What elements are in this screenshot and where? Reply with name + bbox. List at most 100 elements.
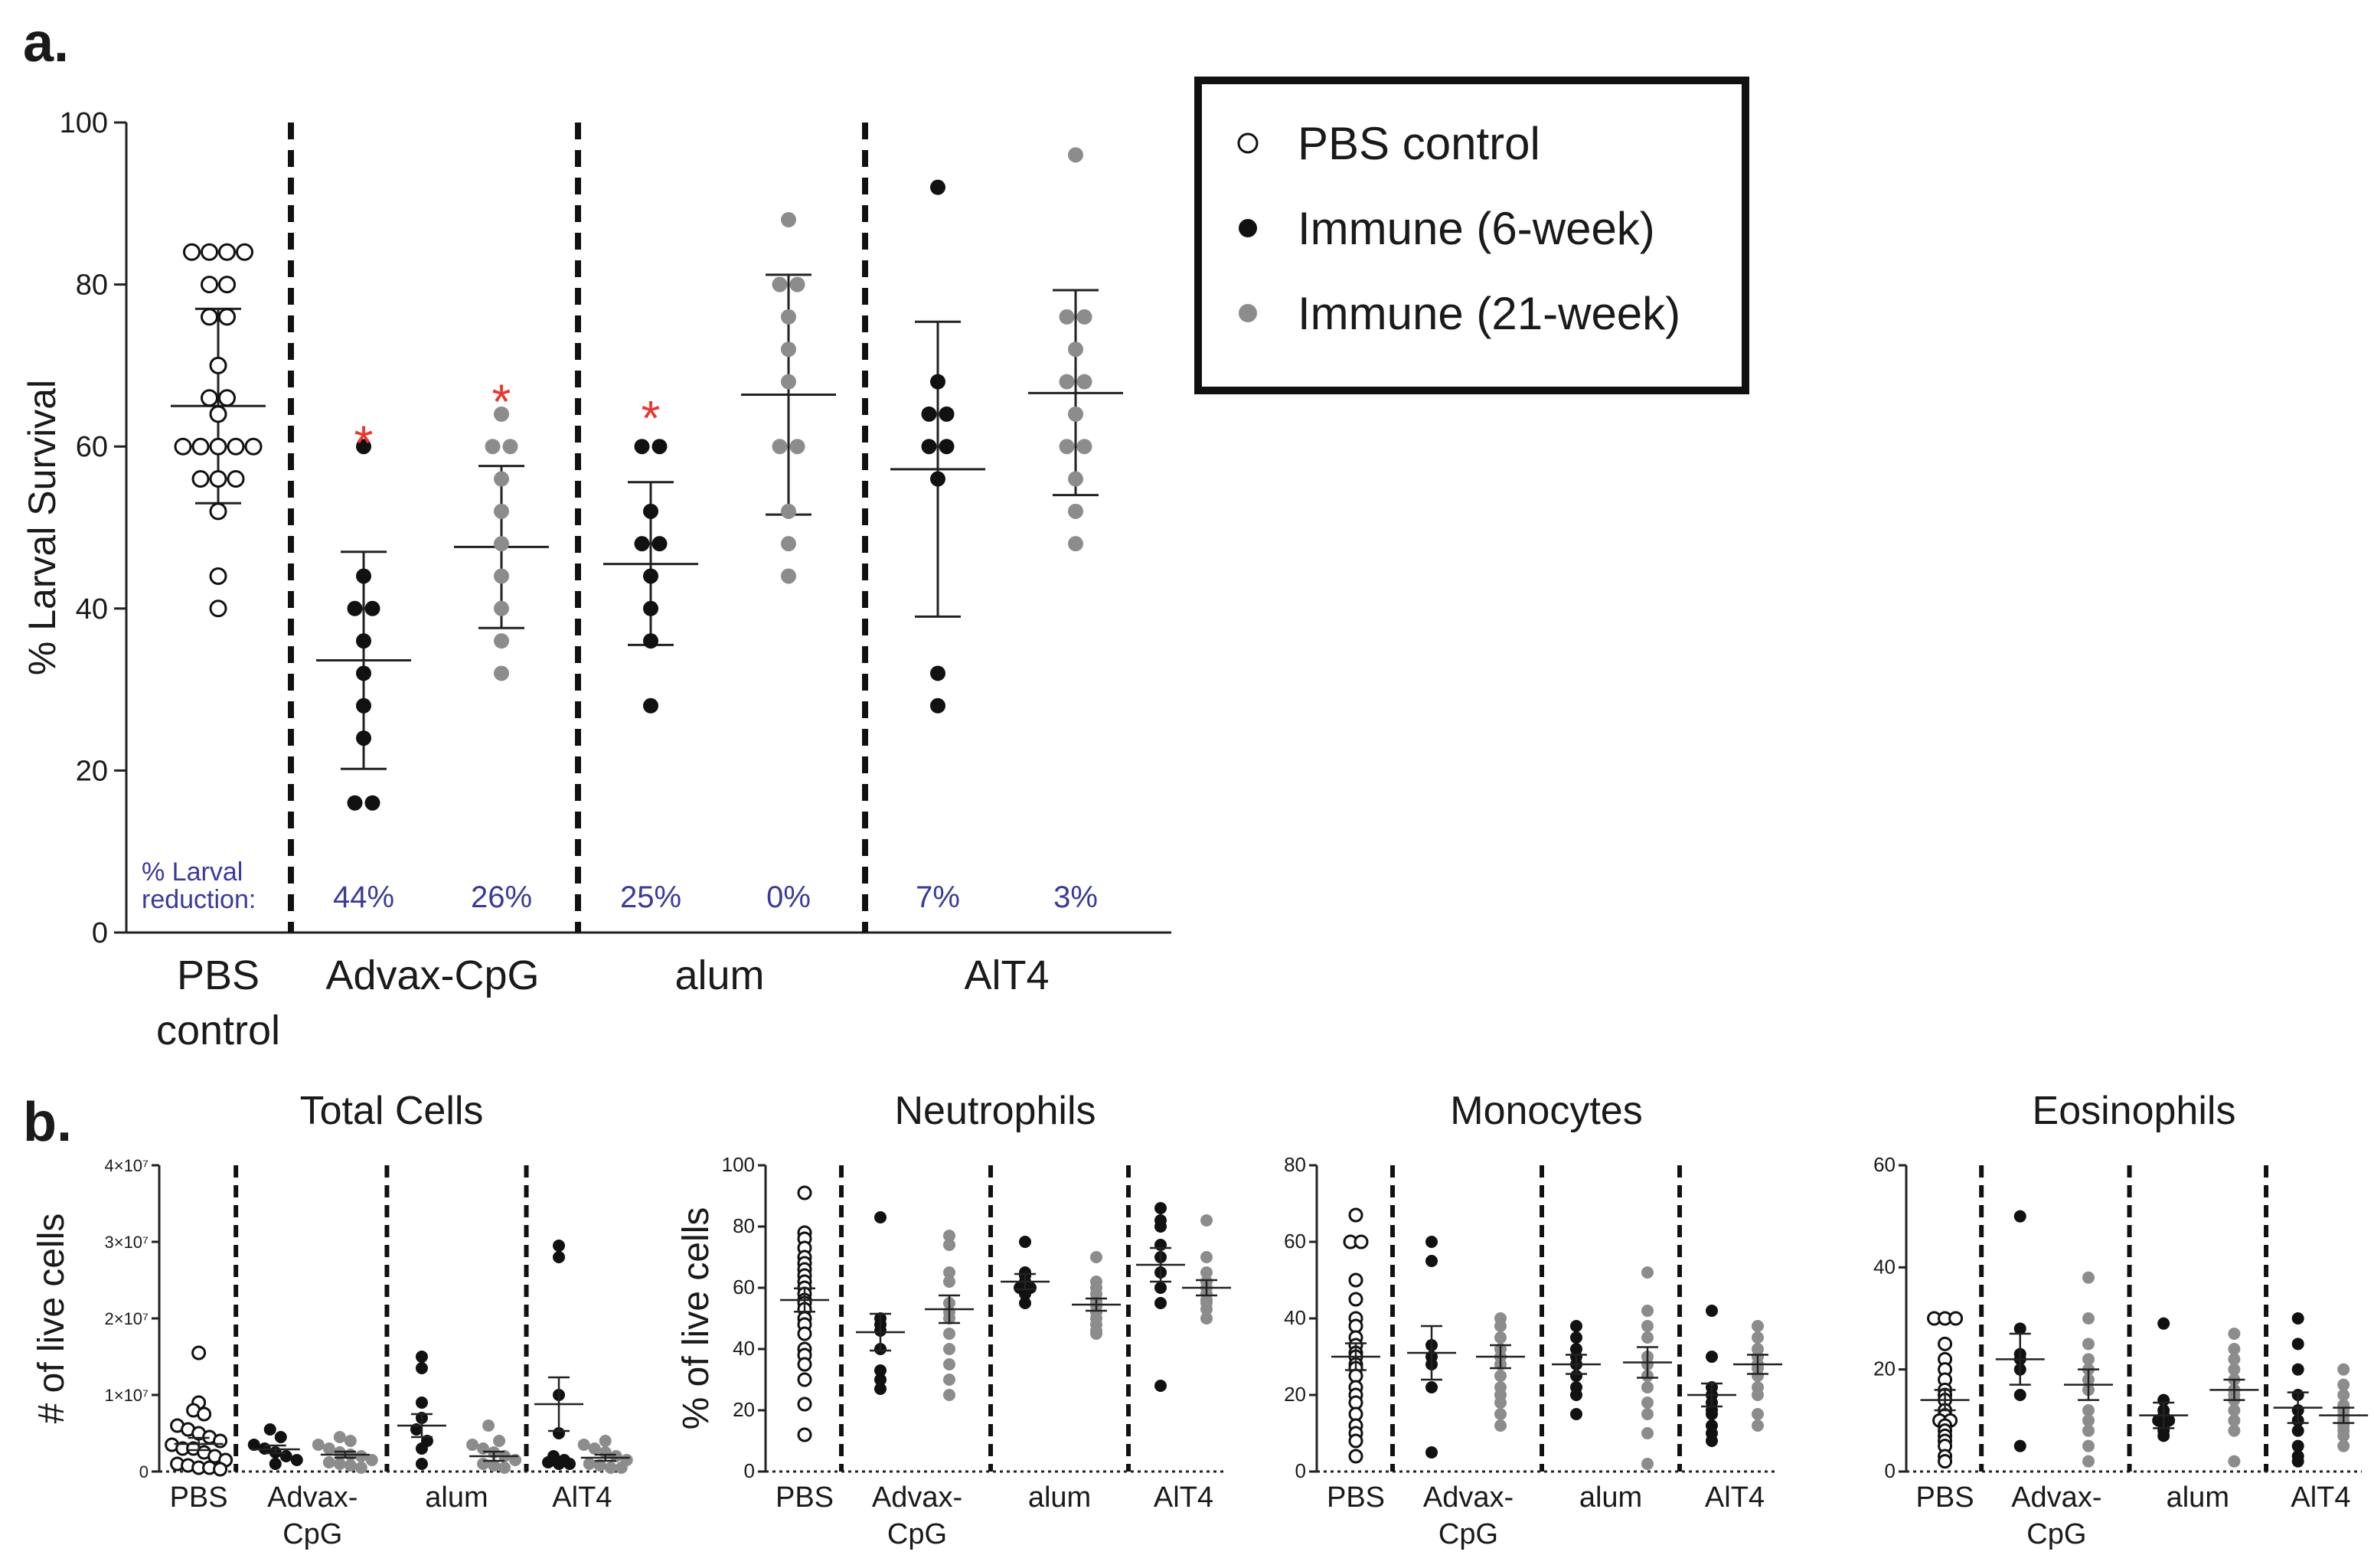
y-tick-label: 80 <box>1284 1153 1306 1176</box>
data-point <box>553 1458 566 1470</box>
data-point <box>2291 1312 2304 1325</box>
data-point <box>201 308 218 326</box>
data-point <box>2337 1363 2350 1376</box>
data-point <box>312 1439 325 1451</box>
data-point <box>1019 1297 1031 1309</box>
data-point <box>1494 1408 1507 1420</box>
data-point <box>1019 1288 1031 1300</box>
data-point <box>2082 1414 2095 1427</box>
data-point <box>1570 1370 1582 1382</box>
legend-label-week21: Immune (21-week) <box>1298 288 1680 339</box>
data-point <box>1068 341 1083 358</box>
data-point <box>290 1454 303 1466</box>
data-point <box>2013 1439 2026 1452</box>
data-point <box>191 470 210 488</box>
y-tick-label: 0 <box>1885 1459 1896 1482</box>
data-point <box>1752 1320 1764 1332</box>
data-point <box>344 1435 357 1447</box>
y-tick-label: 60 <box>733 1276 755 1298</box>
data-point <box>781 536 796 552</box>
data-point <box>1752 1370 1764 1382</box>
legend: PBS control Immune (6-week) Immune (21-wee… <box>1194 77 1749 394</box>
data-point <box>502 439 518 455</box>
data-point <box>797 1427 812 1442</box>
data-point <box>2228 1455 2241 1468</box>
chart-title: Eosinophils <box>2033 1089 2236 1133</box>
data-point <box>218 389 236 407</box>
data-point <box>494 503 509 519</box>
data-point <box>2082 1312 2095 1325</box>
data-point <box>2337 1429 2350 1442</box>
group-label: CpG <box>2026 1518 2086 1550</box>
reduction-value: 0% <box>766 880 811 914</box>
legend-marker-week6 <box>1239 219 1257 237</box>
data-point <box>415 1396 428 1409</box>
data-point <box>209 567 227 585</box>
data-point <box>599 1435 612 1447</box>
chart-title: Neutrophils <box>894 1089 1096 1133</box>
data-point <box>415 1362 428 1374</box>
y-tick-label: 1×10⁷ <box>104 1386 149 1405</box>
panel-a-label: a. <box>23 12 69 74</box>
data-point <box>364 795 380 811</box>
data-point <box>781 211 796 227</box>
y-tick-label: 100 <box>60 107 108 139</box>
data-point <box>615 1462 628 1474</box>
data-point <box>609 1450 622 1462</box>
data-point <box>553 1240 566 1252</box>
data-point <box>269 1458 282 1470</box>
data-point <box>1570 1408 1582 1420</box>
data-point <box>593 1459 606 1472</box>
data-point <box>1154 1297 1167 1309</box>
data-point <box>466 1439 479 1451</box>
data-point <box>1154 1380 1167 1392</box>
y-tick-label: 40 <box>1284 1306 1306 1329</box>
data-point <box>494 406 509 422</box>
data-point <box>874 1211 887 1223</box>
data-point <box>364 600 380 616</box>
data-point <box>356 730 371 746</box>
data-point <box>634 536 650 552</box>
data-point <box>279 1450 292 1462</box>
data-point <box>1200 1312 1213 1325</box>
data-point <box>1706 1435 1718 1447</box>
legend-marker-pbs <box>1237 132 1259 154</box>
reduction-value: 44% <box>333 880 394 914</box>
data-point <box>2082 1455 2095 1468</box>
y-tick-label: 40 <box>733 1337 755 1360</box>
data-point <box>201 243 218 261</box>
group-label: alum <box>2167 1481 2229 1514</box>
data-point <box>2291 1455 2304 1468</box>
data-point <box>1200 1266 1213 1279</box>
data-point <box>2291 1424 2304 1437</box>
data-point <box>930 374 945 390</box>
data-point <box>1019 1236 1031 1248</box>
data-point <box>213 1462 228 1477</box>
data-point <box>1059 374 1075 390</box>
group-label: Advax- <box>267 1481 358 1514</box>
data-point <box>921 406 937 422</box>
reduction-label: % Larval <box>142 858 243 887</box>
data-point <box>930 697 945 714</box>
significance-star: * <box>354 416 374 471</box>
group-label: AlT4 <box>1705 1481 1765 1514</box>
data-point <box>874 1364 887 1377</box>
group-label: control <box>156 1008 280 1054</box>
data-point <box>354 1450 367 1462</box>
data-point <box>344 1459 357 1472</box>
group-label: Advax- <box>1423 1481 1514 1514</box>
data-point <box>797 1396 812 1412</box>
data-point <box>322 1442 335 1455</box>
data-point <box>772 439 788 455</box>
data-point <box>2228 1414 2241 1427</box>
data-point <box>1068 147 1083 163</box>
data-point <box>1348 1292 1363 1307</box>
data-point <box>2228 1363 2241 1376</box>
data-point <box>943 1239 955 1251</box>
data-point <box>494 568 509 584</box>
data-point <box>553 1251 566 1263</box>
y-tick-label: 4×10⁷ <box>104 1156 149 1175</box>
group-label: PBS <box>177 952 260 998</box>
data-point <box>1752 1331 1764 1344</box>
data-point <box>183 243 201 261</box>
